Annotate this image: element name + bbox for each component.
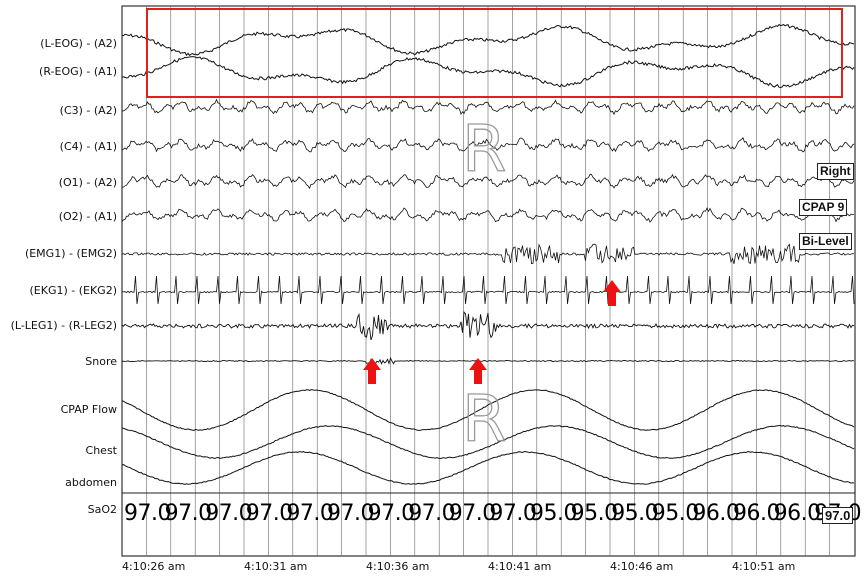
trace-leg bbox=[121, 310, 855, 341]
sao2-value: 95.0 bbox=[651, 501, 699, 526]
sao2-value: 97.0 bbox=[164, 501, 212, 526]
sao2-value: 97.0 bbox=[489, 501, 537, 526]
trace-abdomen bbox=[121, 450, 855, 485]
trace-o2 bbox=[121, 207, 854, 223]
time-label-5: 4:10:46 am bbox=[610, 560, 674, 573]
channel-label-chest: Chest bbox=[85, 444, 117, 457]
rem-marker-upper: R bbox=[461, 113, 507, 187]
event-arrow bbox=[363, 358, 381, 384]
time-label-6: 4:10:51 am bbox=[732, 560, 796, 573]
rem-marker-lower: R bbox=[461, 383, 507, 457]
sao2-value: 97.0 bbox=[367, 501, 415, 526]
signal-traces bbox=[121, 23, 855, 485]
plot-frame bbox=[121, 5, 856, 557]
sao2-value: 97.0 bbox=[245, 501, 293, 526]
sao2-value: 97.0 bbox=[205, 501, 253, 526]
trace-emg bbox=[121, 243, 855, 265]
note-cpap: CPAP 9 bbox=[799, 199, 848, 216]
time-label-4: 4:10:41 am bbox=[488, 560, 552, 573]
channel-label-o1: (O1) - (A2) bbox=[58, 176, 117, 189]
sao2-value: 97.0 bbox=[327, 501, 374, 526]
trace-o1 bbox=[121, 173, 855, 190]
eog-highlight-box bbox=[146, 8, 843, 98]
sao2-current-box: 97.0 bbox=[822, 507, 854, 524]
sao2-value: 97.0 bbox=[408, 501, 456, 526]
trace-chest bbox=[121, 425, 855, 459]
channel-label-o2: (O2) - (A1) bbox=[58, 210, 117, 223]
sao2-value: 97.0 bbox=[448, 501, 496, 526]
sao2-value: 95.0 bbox=[530, 501, 577, 526]
trace-c4 bbox=[121, 137, 855, 153]
trace-c3 bbox=[121, 98, 855, 116]
channel-label-snore: Snore bbox=[85, 355, 117, 368]
note-right: Right bbox=[817, 163, 854, 180]
trace-cpap-flow bbox=[121, 389, 855, 431]
channel-label-leg: (L-LEG1) - (R-LEG2) bbox=[10, 319, 117, 332]
sao2-value: 96.0 bbox=[773, 501, 821, 526]
trace-r-eog bbox=[121, 56, 855, 89]
sao2-value: 96.0 bbox=[692, 501, 740, 526]
time-gridlines bbox=[121, 5, 856, 557]
channel-label-c4: (C4) - (A1) bbox=[59, 140, 117, 153]
sao2-value: 95.0 bbox=[570, 501, 618, 526]
trace-snore bbox=[121, 356, 855, 365]
sao2-value: 97.0 bbox=[286, 501, 334, 526]
event-arrow bbox=[469, 358, 487, 384]
channel-label-r-eog: (R-EOG) - (A1) bbox=[39, 65, 117, 78]
channel-label-cpap-flow: CPAP Flow bbox=[60, 403, 117, 416]
channel-label-c3: (C3) - (A2) bbox=[59, 104, 117, 117]
time-label-2: 4:10:31 am bbox=[244, 560, 308, 573]
channel-label-l-eog: (L-EOG) - (A2) bbox=[40, 37, 117, 50]
event-arrow bbox=[603, 280, 621, 306]
event-arrows bbox=[363, 280, 621, 384]
channel-label-abdomen: abdomen bbox=[65, 476, 117, 489]
sao2-value: 96.0 bbox=[733, 501, 780, 526]
channel-label-sao2: SaO2 bbox=[87, 503, 117, 516]
time-label-3: 4:10:36 am bbox=[366, 560, 430, 573]
sao2-value: 97.0 bbox=[124, 501, 171, 526]
sao2-value: 95.0 bbox=[611, 501, 659, 526]
trace-ekg bbox=[121, 275, 855, 305]
channel-label-emg: (EMG1) - (EMG2) bbox=[24, 247, 117, 260]
time-label-1: 4:10:26 am bbox=[122, 560, 186, 573]
note-bilevel: Bi-Level bbox=[799, 233, 852, 250]
trace-l-eog bbox=[121, 23, 855, 57]
channel-label-ekg: (EKG1) - (EKG2) bbox=[29, 284, 117, 297]
